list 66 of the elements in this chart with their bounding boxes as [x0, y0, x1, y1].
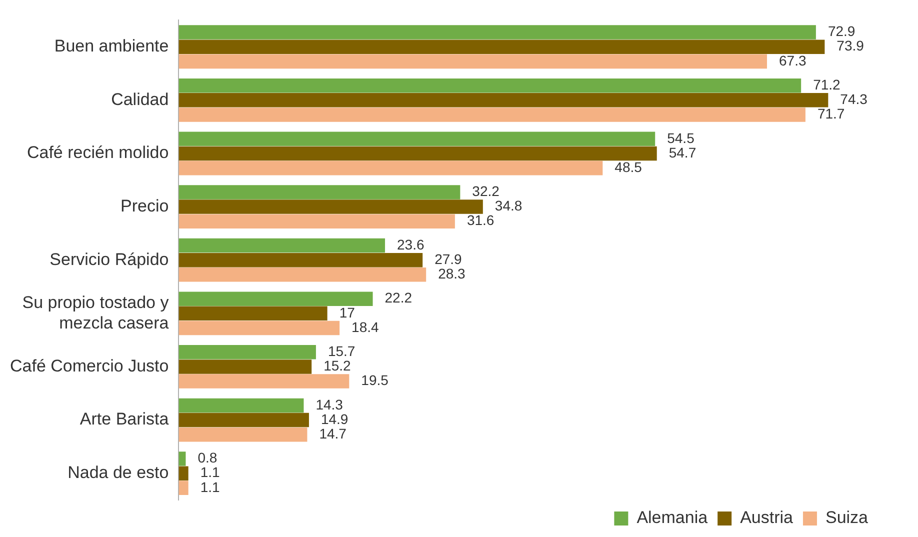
- bar: [178, 185, 460, 200]
- y-tick-label: Calidad: [111, 90, 169, 109]
- bar: [178, 345, 316, 360]
- bar: [178, 238, 386, 253]
- data-label: 72.9: [828, 23, 856, 40]
- bar: [178, 427, 308, 442]
- bar: [178, 108, 806, 122]
- y-tick-label: Nada de esto: [68, 463, 169, 482]
- bar: [178, 480, 188, 496]
- data-label: 1.1: [200, 478, 220, 495]
- bar: [178, 54, 767, 69]
- data-label: 0.8: [198, 450, 218, 466]
- data-label: 27.9: [434, 250, 462, 267]
- data-label: 14.7: [319, 425, 347, 442]
- y-tick-label: Precio: [120, 196, 169, 216]
- bar: [178, 200, 483, 214]
- bar: [178, 466, 188, 480]
- data-label: 67.3: [778, 52, 806, 68]
- legend-label: Austria: [740, 508, 794, 528]
- data-label: 18.4: [352, 318, 380, 335]
- data-label: 22.2: [384, 290, 412, 306]
- y-tick-label: Buen ambiente: [54, 36, 169, 56]
- data-label: 48.5: [614, 158, 642, 175]
- bar: [178, 146, 657, 161]
- bar: [178, 292, 373, 306]
- bar: [178, 360, 312, 374]
- y-tick-label: Su propio tostado y mezcla casera: [22, 292, 170, 332]
- bar: [178, 320, 340, 336]
- bar: [178, 398, 304, 413]
- data-label: 74.3: [840, 91, 868, 108]
- bar: [178, 25, 816, 40]
- data-label: 54.7: [668, 144, 696, 160]
- bar: [178, 78, 802, 93]
- bar: [178, 93, 828, 108]
- data-label: 34.8: [494, 198, 522, 214]
- bar: [178, 214, 455, 228]
- y-tick-label: Café Comercio Justo: [10, 356, 169, 376]
- data-label: 1.1: [200, 464, 220, 480]
- bar: [178, 252, 423, 268]
- y-tick-label: Arte Barista: [80, 410, 170, 429]
- y-tick-label: Servicio Rápido: [50, 250, 169, 269]
- y-tick-label: Café recién molido: [26, 143, 169, 162]
- data-label: 71.7: [817, 106, 845, 122]
- data-label: 15.2: [324, 358, 352, 374]
- data-label: 14.3: [316, 396, 344, 412]
- data-label: 15.7: [328, 343, 356, 360]
- bar: [178, 374, 350, 388]
- legend-label: Alemania: [636, 508, 708, 528]
- data-label: 28.3: [438, 266, 466, 282]
- data-label: 31.6: [466, 212, 494, 228]
- legend-label: Suiza: [825, 508, 869, 528]
- data-label: 32.2: [472, 183, 500, 200]
- bar: [178, 40, 825, 54]
- bar: [178, 412, 309, 428]
- data-label: 73.9: [836, 38, 864, 54]
- data-label: 17: [339, 304, 356, 320]
- bar: [178, 306, 328, 321]
- bar: [178, 268, 426, 282]
- data-label: 54.5: [667, 130, 695, 146]
- data-label: 23.6: [397, 236, 424, 252]
- data-label: 19.5: [361, 372, 389, 388]
- data-label: 71.2: [813, 76, 841, 92]
- bar: [178, 160, 603, 176]
- bar: [178, 452, 186, 466]
- data-label: 14.9: [320, 410, 348, 427]
- bar: [178, 132, 656, 146]
